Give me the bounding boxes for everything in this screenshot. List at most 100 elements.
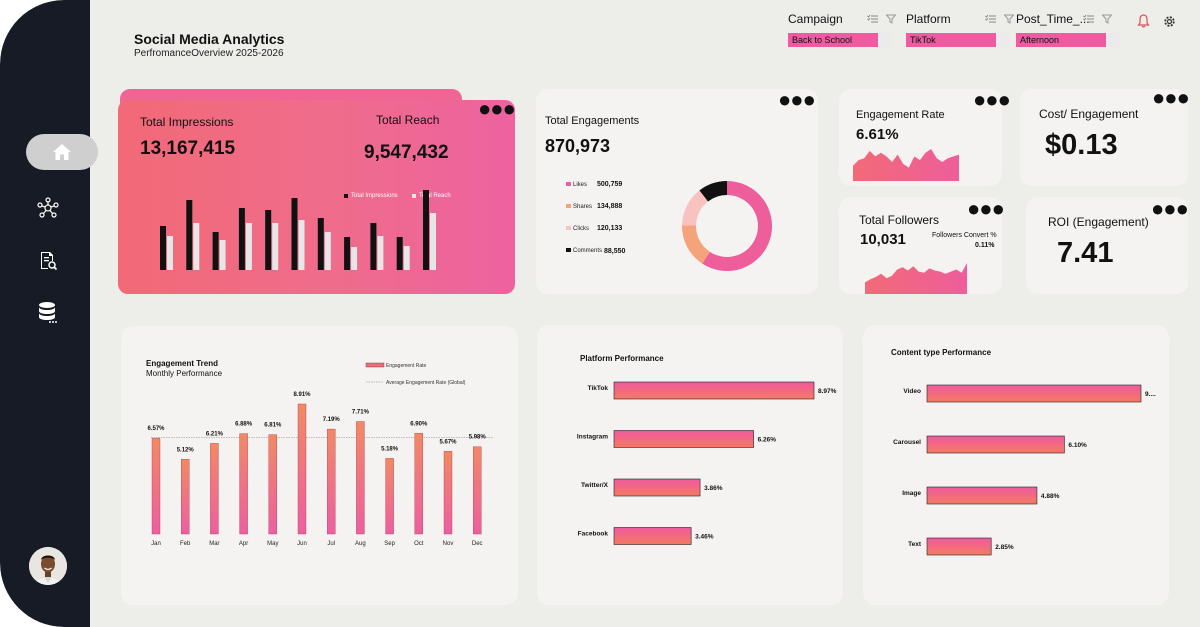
legend-swatch <box>566 226 571 230</box>
trend-data-label: 5.67% <box>439 439 457 445</box>
hbar-category-label: Instagram <box>577 434 608 441</box>
hbar-category-label: Text <box>908 541 922 548</box>
sparkline-area <box>865 263 967 294</box>
impressions-bar <box>160 226 166 270</box>
filter-platform[interactable]: Platform TikTok <box>906 12 1014 47</box>
reach-bar <box>193 223 200 270</box>
reach-value: 9,547,432 <box>364 142 449 163</box>
hbar <box>613 430 754 448</box>
hbar <box>926 537 992 556</box>
followers-label: Total Followers <box>859 213 940 227</box>
legend-label: Shares <box>573 204 592 210</box>
trend-bar <box>443 451 453 535</box>
reach-bar <box>403 246 410 270</box>
legend-label: Likes <box>573 182 587 188</box>
donut-slice <box>682 225 711 264</box>
legend-swatch <box>566 182 571 186</box>
multi-select-icon[interactable] <box>1083 14 1094 24</box>
cost-per-engagement-card: Cost/ Engagement $0.13 ●●● <box>1020 85 1190 186</box>
more-options-icon[interactable]: ●●● <box>778 87 816 112</box>
trend-bar <box>297 403 307 535</box>
engagement-breakdown-legend: Likes 500,759 Shares 134,888 Clicks 120,133 Co… <box>566 181 626 255</box>
trend-data-label: 7.71% <box>352 410 370 416</box>
trend-bar <box>210 443 219 535</box>
filter-post-time-label: Post_Time_... <box>1016 12 1090 26</box>
impressions-value: 13,167,415 <box>140 138 236 159</box>
reach-bar <box>245 223 252 270</box>
sidebar <box>0 0 98 627</box>
followers-convert-label: Followers Convert % <box>932 232 997 239</box>
engagements-label: Total Engagements <box>545 115 640 127</box>
engagement-trend-subtitle: Monthly Performance <box>146 369 223 378</box>
reach-bar <box>219 240 226 270</box>
trend-x-tick: Mar <box>209 541 219 547</box>
more-options-icon[interactable]: ●●● <box>1152 85 1190 110</box>
clear-filter-icon[interactable] <box>886 14 896 24</box>
multi-select-icon[interactable] <box>985 14 996 24</box>
network-icon <box>37 197 59 218</box>
more-options-icon[interactable]: ●●● <box>967 196 1005 221</box>
sidebar-item-network[interactable] <box>36 196 60 220</box>
content-type-performance-title: Content type Performance <box>891 348 992 357</box>
reach-bar <box>377 236 384 270</box>
filter-campaign-selected[interactable]: Back to School <box>788 33 892 47</box>
impressions-bar <box>370 223 377 270</box>
trend-x-tick: Nov <box>443 541 454 547</box>
trend-x-tick: Sep <box>384 541 395 547</box>
legend-average: Average Engagement Rate (Global) <box>386 380 466 386</box>
hbar-category-label: Carousel <box>893 439 921 446</box>
impressions-bar <box>344 237 351 270</box>
impressions-bar <box>186 200 193 270</box>
more-options-icon[interactable]: ●●● <box>1151 196 1189 221</box>
trend-bar <box>473 446 482 535</box>
engagement-rate-card: Engagement Rate 6.61% ●●● <box>839 89 1011 186</box>
trend-data-label: 6.90% <box>410 421 428 427</box>
clear-filter-icon[interactable] <box>1004 14 1014 24</box>
filter-post-time[interactable]: Post_Time_... Afternoon <box>1016 12 1120 47</box>
engagement-rate-label: Engagement Rate <box>856 109 945 121</box>
home-icon <box>53 144 71 160</box>
more-options-icon[interactable]: ●●● <box>973 87 1011 112</box>
impressions-bar <box>396 237 403 270</box>
filter-campaign-label: Campaign <box>788 12 843 26</box>
roi-card: ROI (Engagement) 7.41 ●●● <box>1026 196 1189 294</box>
trend-data-label: 5.18% <box>381 446 399 452</box>
trend-data-label: 7.19% <box>323 417 341 423</box>
followers-sparkline <box>865 263 967 294</box>
legend-engagement-rate: Engagement Rate <box>386 363 427 369</box>
trend-data-label: 5.12% <box>177 447 195 453</box>
sidebar-item-home[interactable] <box>26 134 98 170</box>
multi-select-icon[interactable] <box>867 14 878 24</box>
trend-bar <box>326 428 336 535</box>
platform-performance-title: Platform Performance <box>580 354 664 363</box>
trend-data-label: 8.91% <box>293 392 311 398</box>
clear-filter-icon[interactable] <box>1102 14 1112 24</box>
page-subtitle: PerfromanceOverview 2025-2026 <box>134 48 284 59</box>
filter-campaign[interactable]: Campaign Back to School <box>788 12 896 47</box>
engagements-value: 870,973 <box>545 136 611 156</box>
legend-swatch <box>566 248 571 252</box>
trend-bar <box>239 433 248 535</box>
page-title: Social Media Analytics <box>134 31 285 47</box>
legend-value: 134,888 <box>597 203 622 210</box>
more-options-icon[interactable]: ●●● <box>478 96 516 121</box>
roi-label: ROI (Engagement) <box>1048 215 1149 229</box>
engagement-rate-value: 6.61% <box>856 126 899 143</box>
report-search-icon <box>41 252 57 271</box>
filter-platform-selected[interactable]: TikTok <box>906 33 1010 47</box>
user-avatar[interactable] <box>29 547 67 585</box>
impressions-label: Total Impressions <box>140 115 234 129</box>
sidebar-item-reports[interactable] <box>37 250 59 272</box>
notification-bell-icon[interactable] <box>1137 14 1150 28</box>
legend-label: Comments <box>573 248 602 254</box>
hbar <box>926 384 1142 403</box>
reach-bar <box>272 223 279 270</box>
filter-post-time-selected[interactable]: Afternoon <box>1016 33 1120 47</box>
sidebar-item-database[interactable] <box>36 300 60 326</box>
legend-swatch-engagement-rate <box>365 362 385 368</box>
reach-bar <box>430 213 436 270</box>
trend-x-tick: Jan <box>151 541 161 547</box>
reach-bar <box>351 247 358 270</box>
settings-gear-icon[interactable] <box>1163 15 1176 28</box>
hbar-value-label: 6.26% <box>758 437 777 444</box>
